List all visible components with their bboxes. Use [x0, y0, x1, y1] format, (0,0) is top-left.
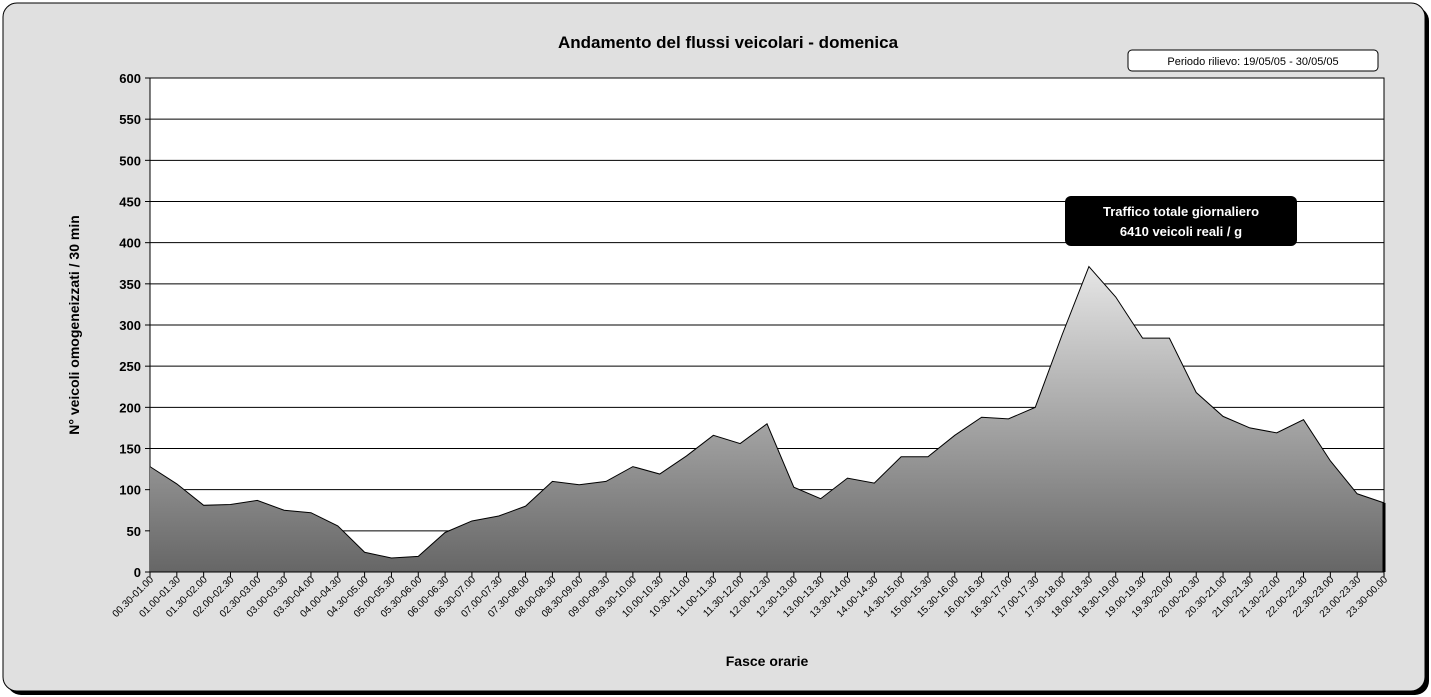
y-tick-label: 50 — [127, 524, 141, 539]
y-axis: 0 50 100 150 200 250 300 350 400 450 500 550 600 — [119, 71, 150, 580]
total-traffic-line-2: 6410 veicoli reali / g — [1120, 224, 1242, 239]
total-traffic-line-1: Traffico totale giornaliero — [1103, 204, 1259, 219]
traffic-area — [150, 266, 1384, 572]
y-tick-label: 300 — [119, 318, 141, 333]
x-axis-title: Fasce orarie — [726, 653, 809, 669]
y-tick-label: 150 — [119, 442, 141, 457]
y-tick-label: 0 — [134, 565, 141, 580]
y-tick-label: 550 — [119, 112, 141, 127]
traffic-line — [149, 265, 1385, 559]
period-label: Periodo rilievo: 19/05/05 - 30/05/05 — [1167, 56, 1338, 68]
y-tick-label: 600 — [119, 71, 141, 86]
y-tick-label: 500 — [119, 153, 141, 168]
y-axis-title: N° veicoli omogeneizzati / 30 min — [66, 215, 82, 435]
y-tick-label: 350 — [119, 277, 141, 292]
y-tick-label: 200 — [119, 400, 141, 415]
y-tick-label: 450 — [119, 195, 141, 210]
period-box — [1127, 49, 1379, 72]
total-traffic-box — [1065, 196, 1297, 246]
chart-title: Andamento del flussi veicolari - domenic… — [558, 33, 899, 52]
y-tick-label: 100 — [119, 483, 141, 498]
y-tick-label: 400 — [119, 236, 141, 251]
y-tick-label: 250 — [119, 359, 141, 374]
